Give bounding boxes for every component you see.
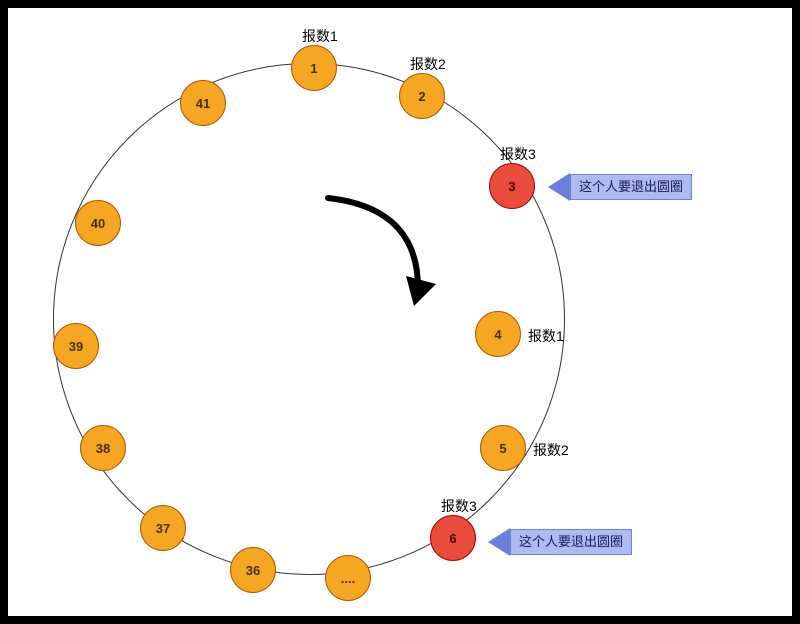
- person-node-4: 4: [475, 311, 521, 357]
- exit-callout-2: 这个人要退出圆圈: [488, 528, 632, 556]
- person-node-1: 1: [291, 45, 337, 91]
- rotation-arrow-icon: [308, 188, 448, 308]
- callout-text: 这个人要退出圆圈: [510, 529, 632, 555]
- person-node-5: 5: [480, 425, 526, 471]
- count-label-4: 报数1: [528, 326, 564, 346]
- person-node-36: 36: [230, 547, 276, 593]
- callout-text: 这个人要退出圆圈: [570, 174, 692, 200]
- person-node-38: 38: [80, 425, 126, 471]
- person-node-37: 37: [140, 505, 186, 551]
- person-node-d1: ....: [325, 555, 371, 601]
- count-label-3: 报数3: [500, 144, 536, 164]
- person-node-39: 39: [53, 323, 99, 369]
- count-label-2: 报数2: [410, 54, 446, 74]
- person-node-2: 2: [399, 73, 445, 119]
- diagram-canvas: 1 23 4 56.... 36 37 38 39 40 41 报数1 报数2 报数3 报数1 报数2 报数…: [8, 8, 792, 616]
- person-node-41: 41: [180, 80, 226, 126]
- person-node-6: 6: [430, 515, 476, 561]
- count-label-1: 报数1: [302, 26, 338, 46]
- callout-arrow-icon: [548, 173, 570, 201]
- exit-callout-1: 这个人要退出圆圈: [548, 173, 692, 201]
- count-label-6: 报数3: [441, 496, 477, 516]
- callout-arrow-icon: [488, 528, 510, 556]
- person-node-3: 3: [489, 163, 535, 209]
- person-node-40: 40: [75, 200, 121, 246]
- count-label-5: 报数2: [533, 440, 569, 460]
